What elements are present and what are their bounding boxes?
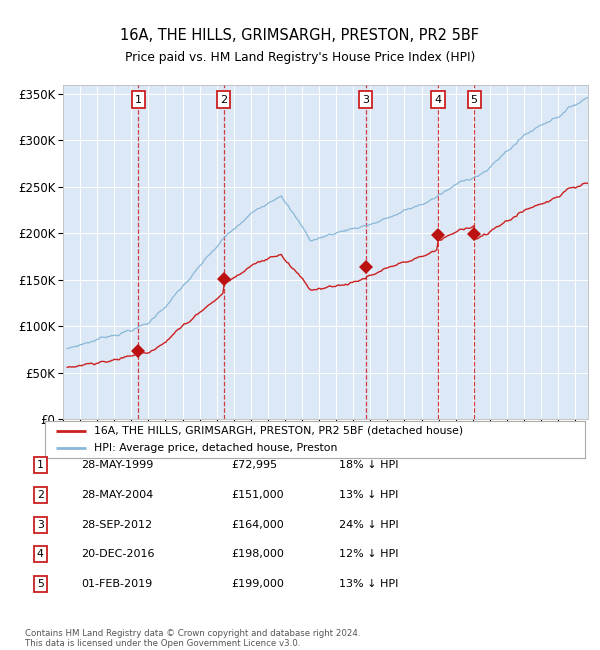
Text: 1: 1 [135,94,142,105]
Text: 20-DEC-2016: 20-DEC-2016 [81,549,155,560]
Text: 2: 2 [37,489,44,500]
Text: £199,000: £199,000 [231,579,284,590]
Text: 13% ↓ HPI: 13% ↓ HPI [339,489,398,500]
Text: 5: 5 [470,94,478,105]
Text: 16A, THE HILLS, GRIMSARGH, PRESTON, PR2 5BF (detached house): 16A, THE HILLS, GRIMSARGH, PRESTON, PR2 … [94,426,463,436]
Text: £72,995: £72,995 [231,460,277,470]
Text: 18% ↓ HPI: 18% ↓ HPI [339,460,398,470]
Text: £198,000: £198,000 [231,549,284,560]
Text: Price paid vs. HM Land Registry's House Price Index (HPI): Price paid vs. HM Land Registry's House … [125,51,475,64]
Text: 28-MAY-1999: 28-MAY-1999 [81,460,154,470]
Text: 12% ↓ HPI: 12% ↓ HPI [339,549,398,560]
Text: 4: 4 [37,549,44,560]
Text: 1: 1 [37,460,44,470]
Text: 13% ↓ HPI: 13% ↓ HPI [339,579,398,590]
Text: This data is licensed under the Open Government Licence v3.0.: This data is licensed under the Open Gov… [25,639,301,648]
Text: 3: 3 [362,94,370,105]
Text: 4: 4 [434,94,442,105]
Text: HPI: Average price, detached house, Preston: HPI: Average price, detached house, Pres… [94,443,337,453]
Text: 24% ↓ HPI: 24% ↓ HPI [339,519,398,530]
Text: 2: 2 [220,94,227,105]
Text: 5: 5 [37,579,44,590]
Text: £164,000: £164,000 [231,519,284,530]
Text: 28-MAY-2004: 28-MAY-2004 [81,489,153,500]
Text: 3: 3 [37,519,44,530]
Text: £151,000: £151,000 [231,489,284,500]
Text: 01-FEB-2019: 01-FEB-2019 [81,579,152,590]
Text: 16A, THE HILLS, GRIMSARGH, PRESTON, PR2 5BF: 16A, THE HILLS, GRIMSARGH, PRESTON, PR2 … [121,28,479,44]
Text: 28-SEP-2012: 28-SEP-2012 [81,519,152,530]
Text: Contains HM Land Registry data © Crown copyright and database right 2024.: Contains HM Land Registry data © Crown c… [25,629,361,638]
